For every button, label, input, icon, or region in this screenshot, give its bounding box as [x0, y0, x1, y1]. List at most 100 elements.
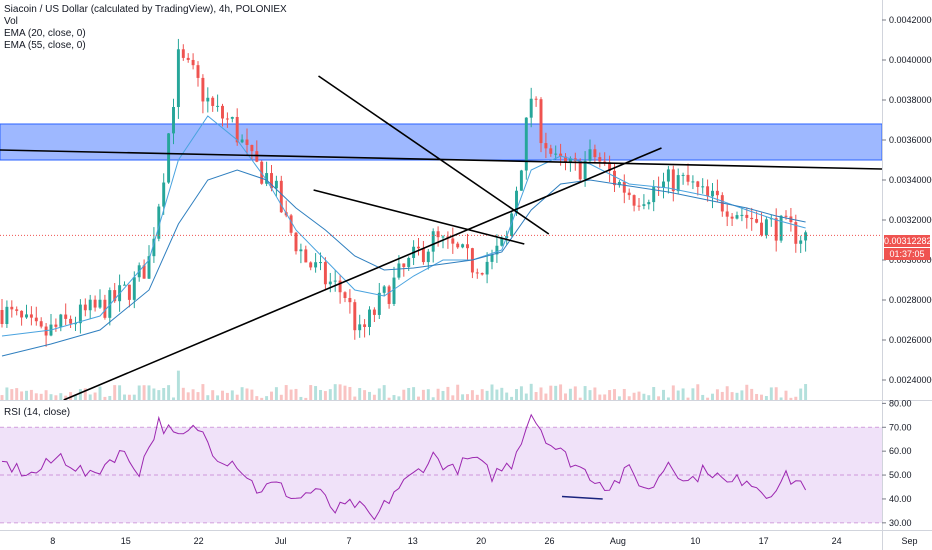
rsi-tick-label: 30.00: [889, 518, 912, 528]
volume-bar: [480, 389, 484, 400]
volume-bar: [774, 387, 778, 400]
candle-body: [123, 284, 126, 286]
volume-bar: [500, 387, 504, 400]
volume-bar: [519, 386, 523, 400]
candle-body: [632, 195, 636, 206]
candle-body: [353, 302, 357, 331]
candle-body: [392, 277, 396, 304]
volume-bar: [510, 396, 514, 400]
candle-body: [387, 286, 391, 304]
candle-body: [495, 245, 499, 255]
volume-bar: [436, 388, 440, 400]
legend-title: Siacoin / US Dollar (calculated by Tradi…: [4, 4, 287, 15]
volume-bar: [162, 388, 166, 400]
candle-body: [725, 211, 729, 217]
volume-bar: [240, 387, 244, 400]
volume-bar: [221, 390, 224, 400]
time-tick-label: 13: [408, 536, 418, 546]
price-tick-label: 0.00340000: [889, 175, 932, 185]
volume-bar: [720, 391, 724, 400]
candle-body: [372, 309, 376, 315]
volume-bar: [544, 393, 548, 400]
volume-bar: [485, 390, 489, 400]
volume-bar: [691, 388, 695, 400]
candle-body: [760, 222, 763, 236]
volume-bar: [799, 388, 803, 400]
candle-body: [397, 263, 401, 278]
candle-body: [216, 105, 220, 107]
volume-bar: [686, 397, 690, 400]
candle-body: [196, 65, 200, 78]
volume-bar: [706, 397, 710, 400]
volume-bar: [441, 390, 445, 400]
candle-body: [613, 170, 616, 186]
volume-bar: [44, 390, 48, 400]
volume-bar: [294, 388, 298, 400]
candle-body: [652, 186, 656, 203]
candle-body: [559, 153, 563, 157]
volume-bar: [181, 387, 185, 400]
candle-body: [617, 182, 621, 186]
candle-body: [103, 299, 107, 318]
volume-bar: [358, 388, 362, 400]
candle-body: [240, 139, 244, 143]
candle-body: [701, 186, 705, 188]
rsi-tick-label: 50.00: [889, 470, 912, 480]
volume-bar: [343, 385, 347, 400]
volume-bar: [113, 385, 117, 400]
candle-body: [191, 59, 195, 66]
rsi-tick-label: 60.00: [889, 446, 912, 456]
candle-body: [662, 181, 665, 188]
candle-body: [603, 161, 607, 163]
candle-body: [230, 116, 234, 119]
candle-body: [88, 299, 92, 311]
candle-body: [500, 238, 504, 246]
candle-body: [64, 314, 68, 319]
volume-bar: [201, 384, 205, 400]
time-tick-label: 20: [476, 536, 486, 546]
candle-body: [745, 214, 749, 218]
volume-bar: [466, 394, 469, 400]
time-tick-label: Jul: [275, 536, 287, 546]
volume-bar: [377, 388, 381, 400]
volume-bar: [132, 394, 136, 400]
volume-bar: [196, 392, 200, 400]
candle-body: [735, 215, 739, 219]
candle-body: [108, 290, 112, 318]
candle-body: [274, 180, 278, 189]
candle-body: [417, 246, 420, 249]
candle-body: [0, 310, 4, 324]
volume-bar: [88, 394, 92, 400]
volume-bar: [387, 397, 391, 400]
volume-bar: [554, 385, 558, 400]
volume-bar: [671, 385, 675, 400]
volume-bar: [402, 389, 406, 400]
volume-bar: [98, 386, 102, 400]
volume-bar: [274, 387, 278, 400]
candle-body: [480, 273, 484, 275]
price-tick-label: 0.00300000: [889, 255, 932, 265]
candle-body: [696, 181, 700, 187]
candle-body: [127, 284, 131, 300]
time-tick-label: 15: [121, 536, 131, 546]
candle-body: [647, 202, 651, 205]
time-tick-label: 10: [690, 536, 700, 546]
volume-bar: [78, 389, 82, 400]
volume-bar: [206, 395, 210, 400]
candle-body: [750, 217, 754, 220]
volume-bar: [108, 395, 112, 400]
chart-legend: Siacoin / US Dollar (calculated by Tradi…: [4, 4, 287, 52]
volume-bar: [245, 388, 249, 400]
volume-bar: [368, 391, 371, 400]
candle-body: [608, 162, 612, 171]
time-tick-label: Aug: [610, 536, 626, 546]
volume-bar: [250, 389, 254, 400]
candle-body: [421, 248, 425, 263]
volume-bar: [637, 391, 641, 400]
volume-bar: [735, 392, 739, 400]
volume-bar: [211, 390, 215, 400]
candle-body: [323, 262, 327, 285]
candle-body: [515, 190, 518, 214]
